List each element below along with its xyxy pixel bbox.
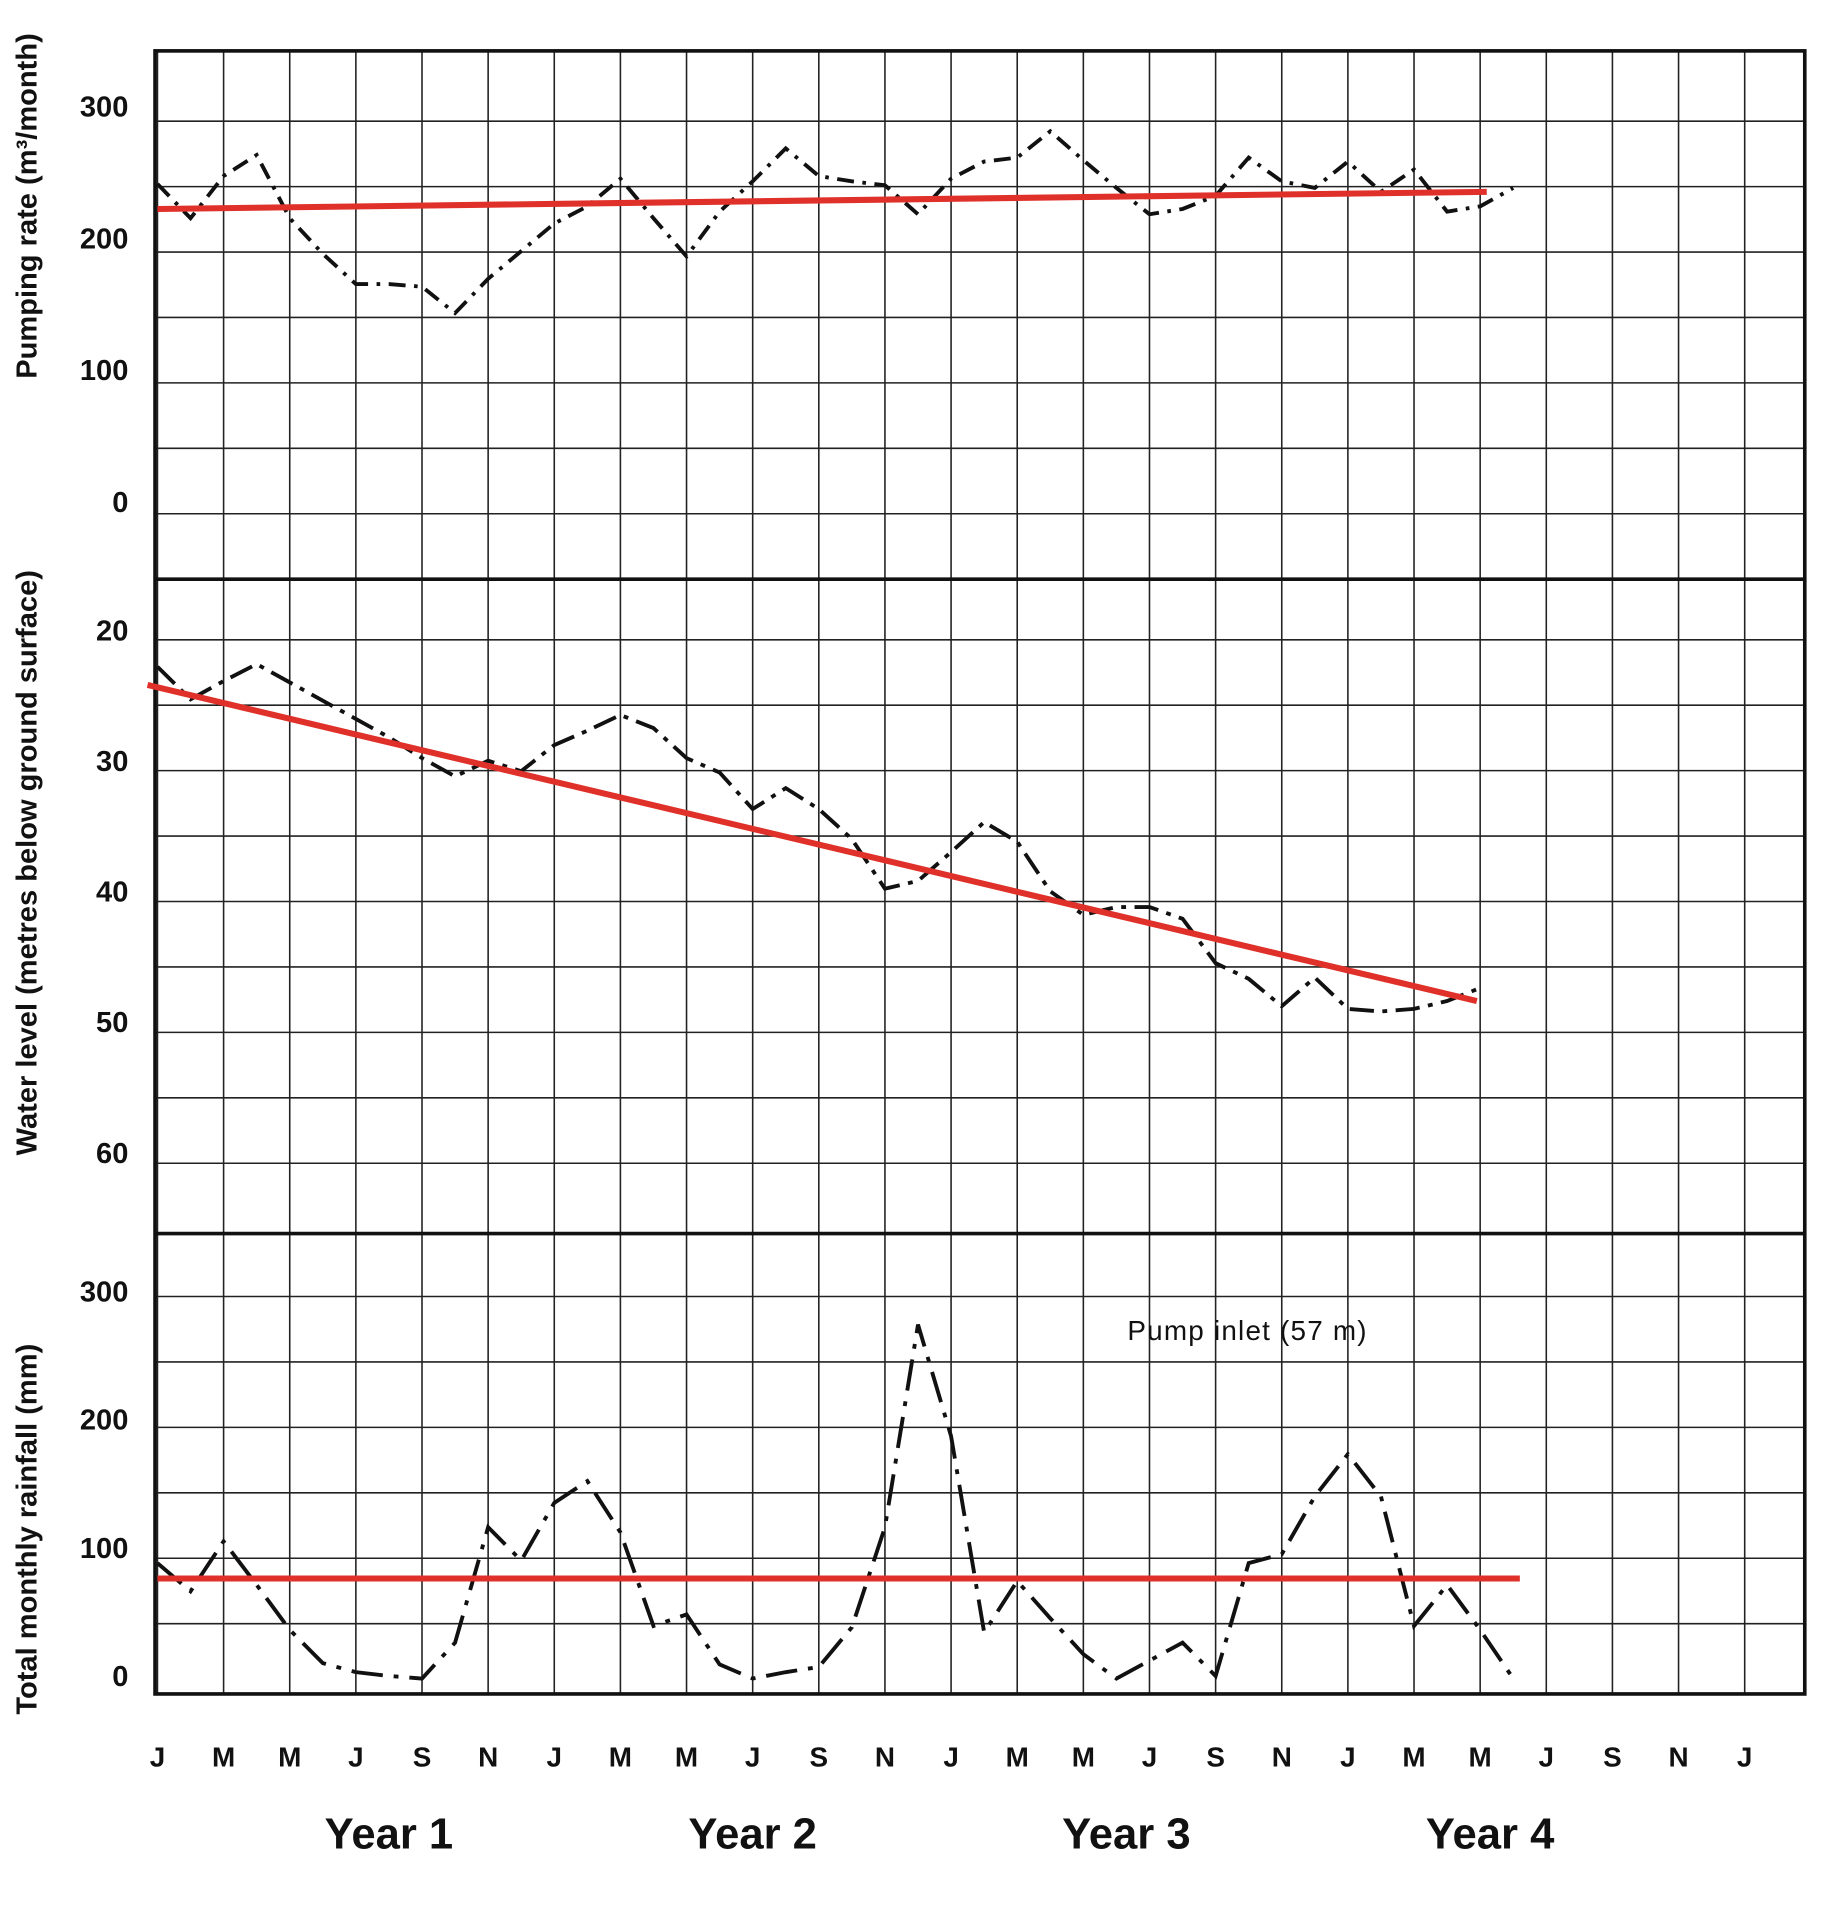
- trend-line: [146, 682, 1478, 1004]
- x-tick-label: M: [609, 1742, 632, 1773]
- y-tick-label: 300: [80, 1276, 128, 1308]
- y-tick-label: 30: [96, 746, 128, 778]
- year-label: Year 1: [325, 1810, 454, 1858]
- frame: [153, 49, 1807, 1696]
- x-tick-label: N: [1669, 1742, 1689, 1773]
- y-tick-label: 0: [112, 1661, 128, 1693]
- year-label: Year 2: [688, 1810, 817, 1858]
- y-tick-label: 40: [96, 877, 128, 909]
- x-tick-label: S: [413, 1742, 432, 1773]
- x-tick-label: M: [278, 1742, 301, 1773]
- annotation: Pump inlet (57 m): [1127, 1315, 1367, 1346]
- y-tick-label: 100: [80, 1533, 128, 1565]
- x-tick-label: J: [943, 1742, 958, 1773]
- x-tick-label: M: [675, 1742, 698, 1773]
- x-tick-label: S: [1603, 1742, 1622, 1773]
- x-tick-label: M: [1402, 1742, 1425, 1773]
- y-tick-label: 200: [80, 1405, 128, 1437]
- y-tick-label: 50: [96, 1007, 128, 1039]
- x-tick-label: M: [1006, 1742, 1029, 1773]
- x-tick-label: J: [547, 1742, 562, 1773]
- x-tick-label: J: [745, 1742, 760, 1773]
- y-tick-label: 200: [80, 223, 128, 255]
- graph-paper: [155, 50, 1805, 1694]
- x-tick-label: J: [1539, 1742, 1554, 1773]
- x-tick-label: J: [348, 1742, 363, 1773]
- y-axis-label: Water level (metres below ground surface…: [12, 570, 44, 1155]
- x-tick-label: S: [1206, 1742, 1225, 1773]
- y-tick-label: 60: [96, 1138, 128, 1170]
- year-label: Year 3: [1062, 1810, 1191, 1858]
- x-tick-label: J: [150, 1742, 165, 1773]
- x-tick-label: M: [1072, 1742, 1095, 1773]
- data-line: [156, 1324, 1515, 1681]
- y-tick-label: 300: [80, 92, 128, 124]
- x-tick-label: N: [478, 1742, 498, 1773]
- x-tick-label: M: [212, 1742, 235, 1773]
- trend-line: [157, 188, 1487, 213]
- y-tick-label: 100: [80, 355, 128, 387]
- year-label: Year 4: [1426, 1810, 1555, 1858]
- x-tick-label: J: [1737, 1742, 1752, 1773]
- x-tick-label: J: [1142, 1742, 1157, 1773]
- x-tick-label: M: [1469, 1742, 1492, 1773]
- y-tick-label: 20: [96, 615, 128, 647]
- y-tick-label: 0: [112, 487, 128, 519]
- x-tick-label: N: [1272, 1742, 1292, 1773]
- x-tick-label: N: [875, 1742, 895, 1773]
- data-line: [156, 128, 1515, 316]
- data-line: [156, 661, 1481, 1014]
- y-axis-label: Total monthly rainfall (mm): [12, 1344, 44, 1715]
- x-tick-label: J: [1340, 1742, 1355, 1773]
- x-tick-label: S: [810, 1742, 829, 1773]
- y-axis-label: Pumping rate (m³/month): [12, 33, 44, 379]
